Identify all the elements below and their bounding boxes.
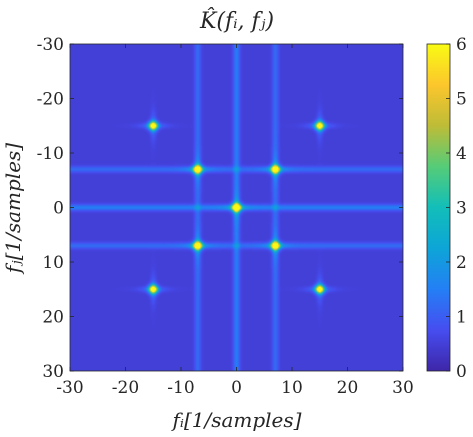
colorbar-tick-label: 6 — [456, 35, 467, 55]
colorbar-ticks: 0 1 2 3 4 5 6 — [446, 35, 467, 382]
plot-area — [69, 43, 404, 372]
y-tick-label: 0 — [53, 199, 64, 219]
y-tick-label: 10 — [42, 253, 64, 273]
y-tick-label: 30 — [42, 362, 64, 382]
x-tick-label: 0 — [231, 378, 242, 398]
y-tick-label: -30 — [37, 35, 64, 55]
x-axis-label: fᵢ[1/samples] — [171, 408, 302, 432]
colorbar-tick-label: 4 — [456, 144, 467, 164]
y-axis-label: fⱼ[1/samples] — [1, 143, 25, 275]
x-tick-label: 10 — [281, 378, 303, 398]
x-tick-label: -20 — [112, 378, 139, 398]
x-axis-ticks: -30 -20 -10 0 10 20 30 — [56, 44, 414, 398]
y-tick-label: -10 — [37, 144, 64, 164]
x-tick-label: 20 — [337, 378, 359, 398]
x-tick-label: -10 — [167, 378, 194, 398]
chart-title: K̂(fᵢ, fⱼ) — [199, 8, 274, 34]
y-tick-label: -20 — [37, 90, 64, 110]
colorbar-tick-label: 2 — [456, 253, 467, 273]
heatmap-image — [70, 44, 403, 371]
colorbar-tick-label: 0 — [456, 362, 467, 382]
colorbar: 0 1 2 3 4 5 6 — [426, 35, 467, 382]
colorbar-tick-label: 1 — [456, 308, 467, 328]
y-axis-ticks: -30 -20 -10 0 10 20 30 — [37, 35, 403, 382]
colorbar-tick-label: 3 — [456, 199, 467, 219]
x-tick-label: -30 — [56, 378, 83, 398]
y-tick-label: 20 — [42, 308, 64, 328]
colorbar-tick-label: 5 — [456, 90, 467, 110]
colorbar-gradient — [427, 44, 450, 371]
x-tick-label: 30 — [392, 378, 414, 398]
